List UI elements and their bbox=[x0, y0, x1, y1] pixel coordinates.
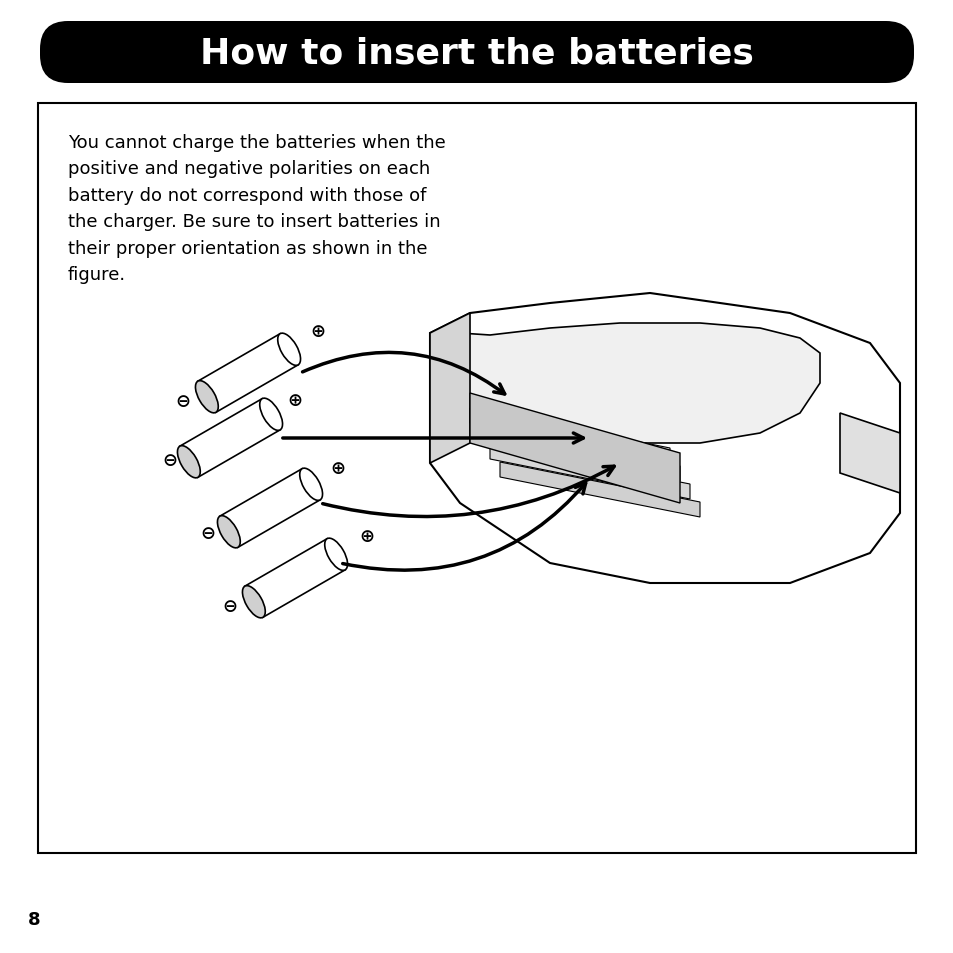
Bar bbox=[38, 104, 915, 853]
Polygon shape bbox=[219, 469, 320, 548]
Ellipse shape bbox=[299, 469, 322, 501]
Text: ⊖: ⊖ bbox=[200, 524, 215, 542]
Polygon shape bbox=[430, 294, 899, 583]
FancyBboxPatch shape bbox=[40, 22, 913, 84]
Polygon shape bbox=[470, 409, 669, 463]
Polygon shape bbox=[470, 394, 679, 503]
Ellipse shape bbox=[259, 398, 282, 431]
Text: ⊖: ⊖ bbox=[222, 598, 237, 616]
Polygon shape bbox=[430, 314, 470, 463]
Ellipse shape bbox=[195, 381, 218, 414]
Text: ⊕: ⊕ bbox=[310, 323, 325, 340]
Text: ⊕: ⊕ bbox=[359, 527, 375, 545]
Text: ⊕: ⊕ bbox=[330, 459, 345, 477]
Ellipse shape bbox=[217, 517, 240, 548]
Ellipse shape bbox=[324, 538, 347, 571]
Polygon shape bbox=[459, 324, 820, 443]
Ellipse shape bbox=[242, 586, 265, 618]
Text: ⊖: ⊖ bbox=[162, 452, 177, 470]
Ellipse shape bbox=[177, 446, 200, 478]
Text: ⊕: ⊕ bbox=[287, 392, 302, 410]
Text: 8: 8 bbox=[28, 910, 41, 928]
Polygon shape bbox=[180, 399, 280, 477]
Polygon shape bbox=[245, 539, 345, 618]
Text: You cannot charge the batteries when the
positive and negative polarities on eac: You cannot charge the batteries when the… bbox=[68, 133, 445, 284]
Polygon shape bbox=[197, 335, 298, 413]
Polygon shape bbox=[490, 444, 689, 499]
Ellipse shape bbox=[277, 334, 300, 366]
Text: How to insert the batteries: How to insert the batteries bbox=[200, 36, 753, 70]
Polygon shape bbox=[479, 427, 679, 481]
Text: ⊖: ⊖ bbox=[175, 393, 191, 411]
Polygon shape bbox=[499, 462, 700, 517]
Polygon shape bbox=[840, 414, 899, 494]
